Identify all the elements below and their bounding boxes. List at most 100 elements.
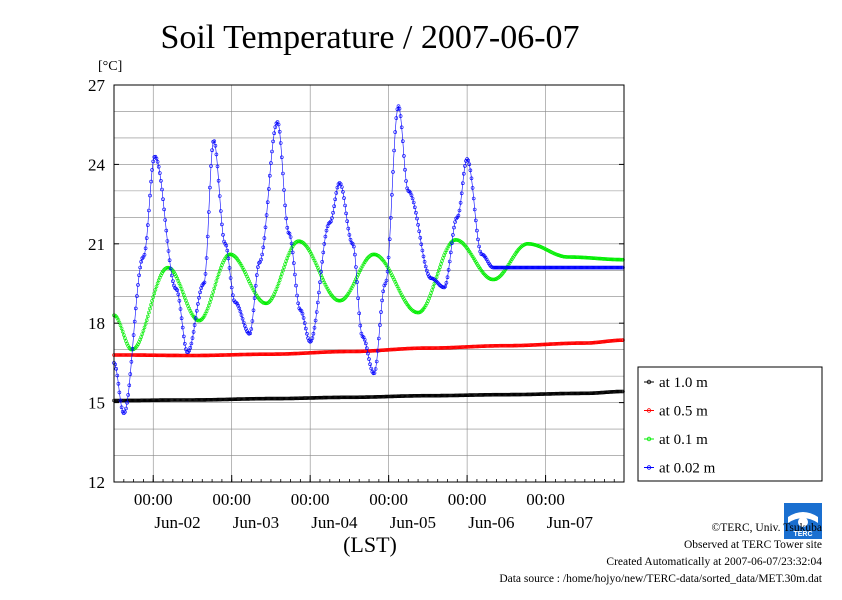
data-point [226,256,231,261]
data-point [367,357,371,361]
data-point [148,306,152,311]
data-point [594,391,599,395]
data-point [261,245,266,250]
data-point [558,341,563,346]
data-point [156,353,161,358]
data-point [378,323,382,327]
data-point [586,265,590,270]
data-point [293,272,297,277]
data-point [294,283,298,288]
data-point [214,353,219,358]
data-point [314,310,319,314]
data-point [429,346,433,350]
data-point [191,330,196,334]
data-point [540,392,545,396]
data-point [422,259,427,264]
data-point [253,352,258,357]
data-point [325,287,330,291]
data-point [366,351,370,356]
data-point [163,218,167,222]
data-point [175,398,179,402]
data-point [235,301,239,306]
data-point [229,352,234,357]
data-point [468,344,473,349]
data-point [402,154,406,158]
legend-label: at 0.5 m [659,404,708,420]
data-point [485,392,490,397]
data-point [419,242,424,247]
data-point [187,353,191,358]
data-point [371,252,376,257]
data-point [139,259,143,264]
data-point [411,346,416,351]
data-point [152,398,157,403]
data-point [324,285,329,289]
data-point [349,241,354,245]
data-point [368,362,372,367]
data-point [271,139,275,144]
y-tick-label: 21 [88,235,105,254]
data-point [597,256,601,261]
data-point [171,279,175,284]
data-point [274,396,279,401]
data-point [132,346,137,351]
data-point [196,398,200,402]
data-point [279,272,284,276]
series-at-0-02-m [112,104,625,416]
data-point [151,353,155,358]
data-point [543,265,548,270]
data-point [168,266,173,271]
data-point [412,205,417,210]
data-point [307,248,311,252]
data-point [176,292,181,297]
data-point [188,398,193,402]
data-point [450,241,454,246]
data-point [355,395,359,400]
data-point [438,265,442,270]
legend-box [637,366,823,482]
data-point [473,260,478,264]
data-point [562,265,566,270]
data-point [464,393,468,398]
data-point [154,353,159,358]
data-point [499,265,503,270]
data-point [448,250,453,255]
plot-frame [113,84,625,483]
data-point [414,393,418,398]
data-point [315,300,320,305]
data-point [497,392,502,397]
data-point [283,262,287,267]
data-point [139,335,143,339]
data-point [317,290,321,295]
data-point [391,170,395,174]
data-point [574,265,578,270]
data-point [216,272,221,277]
data-point [618,257,623,262]
data-point [199,398,203,402]
data-point [445,345,450,350]
data-point [414,210,418,215]
data-point [388,347,393,352]
data-point [243,352,247,357]
data-point [453,345,457,350]
data-point [118,323,123,328]
data-point [453,220,457,224]
data-point [484,257,489,262]
data-point [243,323,247,328]
data-point [288,235,293,239]
data-point [166,353,171,358]
logo-drop [798,517,808,527]
data-point [380,394,384,399]
data-point [532,392,537,397]
y-tick-label: 18 [88,314,105,333]
data-point [485,344,490,348]
data-point [451,345,455,350]
data-point [225,248,230,253]
data-point [504,265,509,270]
data-point [281,352,285,356]
data-point [538,392,542,396]
data-point [153,398,158,403]
data-point [281,171,285,176]
data-point [332,296,337,300]
data-point [356,296,360,301]
